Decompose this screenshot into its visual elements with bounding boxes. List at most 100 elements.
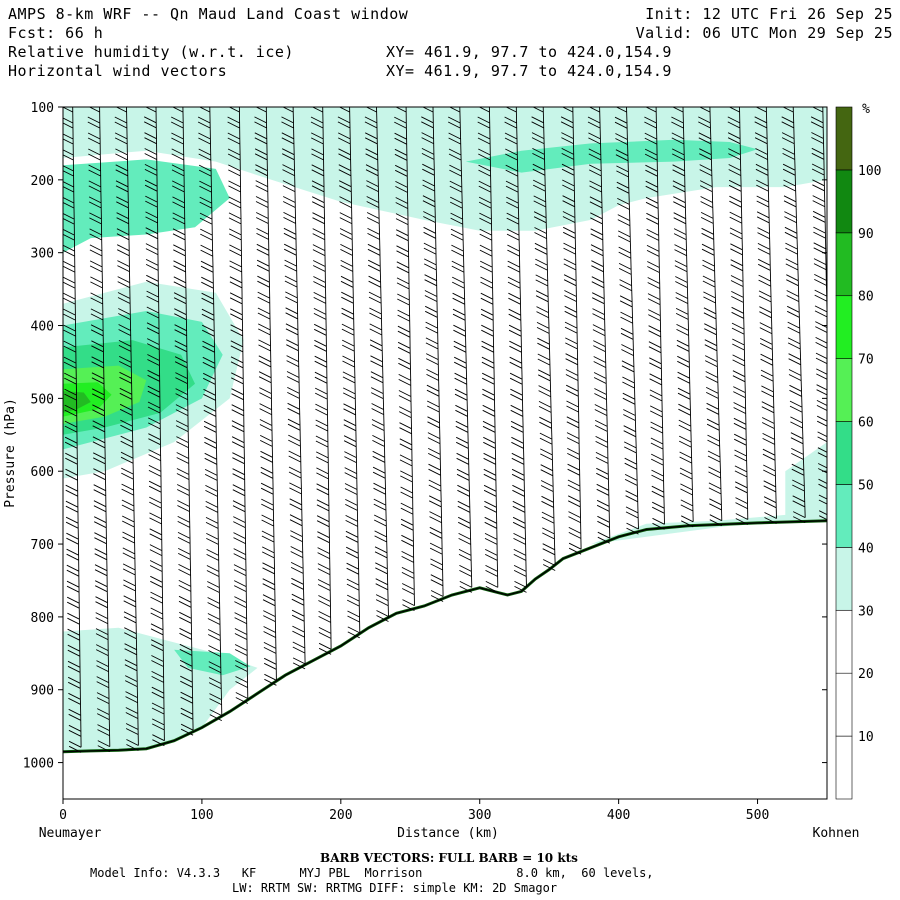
colorbar-level-label: 70: [858, 353, 874, 368]
y-tick-label: 500: [31, 392, 54, 407]
barb-shafts: [560, 107, 582, 555]
x-tick-label: 0: [59, 808, 67, 823]
colorbar-bin: [835, 484, 853, 548]
xy-range-rh: XY= 461.9, 97.7 to 424.0,154.9: [386, 43, 672, 61]
forecast-hour: Fcst: 66 h: [8, 24, 103, 42]
colorbar-bin: [835, 421, 853, 485]
x-tick-label: 300: [468, 808, 491, 823]
barb-shafts: [477, 107, 499, 593]
rh-shading: [63, 107, 827, 752]
x-tick-label: 500: [746, 808, 769, 823]
barb-shafts: [447, 107, 473, 593]
colorbar-level-label: 10: [858, 730, 874, 745]
plot-frame: [62, 106, 828, 800]
barb-shafts: [614, 107, 639, 535]
barb-column-10: [63, 107, 82, 753]
rh-region-40: [174, 649, 251, 676]
barb-column-250: [394, 107, 415, 612]
colorbar-bin: [835, 232, 853, 297]
colorbar-level-label: 90: [858, 227, 874, 242]
x-tick-label: 400: [607, 808, 630, 823]
barb-shafts: [531, 107, 556, 571]
model-info: Model Info: V4.3.3 KF MYJ PBL Morrison 8…: [90, 866, 654, 880]
barb-shafts: [698, 107, 723, 527]
barb-shafts: [587, 107, 611, 544]
barb-shafts: [394, 107, 415, 612]
colorbar-bin: [835, 609, 853, 674]
x-tick-label: 200: [329, 808, 352, 823]
barb-shafts: [337, 107, 361, 639]
rh-region-40: [465, 139, 758, 173]
barb-column-390: [587, 107, 611, 544]
field-name-wind: Horizontal wind vectors: [8, 62, 227, 80]
barb-shafts: [310, 107, 332, 655]
y-axis: 100 200 300 400 500 600 700 800 900 1000: [23, 101, 827, 772]
colorbar-level-label: 60: [858, 416, 874, 431]
barb-column-510: [754, 107, 777, 524]
colorbar-level-label: 100: [858, 164, 881, 179]
barb-column-130: [227, 107, 249, 704]
colorbar-bin: [835, 169, 853, 234]
barb-shafts: [227, 107, 249, 704]
barb-shafts: [727, 107, 749, 525]
barb-shafts: [197, 107, 223, 722]
colorbar-level-label: 20: [858, 667, 874, 682]
terrain-surface-line: [63, 520, 827, 753]
barb-column-370: [560, 107, 582, 555]
y-tick-label: 400: [31, 320, 54, 335]
wind-barbs: [63, 107, 827, 753]
physics-info: LW: RRTM SW: RRTMG DIFF: simple KM: 2D S…: [232, 881, 557, 895]
barb-column-350: [531, 107, 556, 571]
barb-shafts: [114, 107, 139, 751]
rh-region-40: [63, 159, 230, 253]
x-tick-label: 100: [190, 808, 213, 823]
barb-shafts: [781, 107, 806, 524]
colorbar-bin: [835, 547, 853, 611]
barb-column-210: [337, 107, 361, 639]
rh-region-30: [63, 107, 827, 231]
y-tick-label: 800: [31, 611, 54, 626]
barb-column-150: [254, 107, 277, 686]
colorbar-bin: [835, 295, 853, 359]
barb-column-230: [364, 107, 389, 622]
field-name-rh: Relative humidity (w.r.t. ice): [8, 43, 294, 61]
y-tick-label: 700: [31, 538, 54, 553]
barb-column-490: [727, 107, 749, 525]
barb-shafts: [671, 107, 694, 528]
colorbar-level-label: 80: [858, 290, 874, 305]
plot-area: [63, 107, 827, 799]
colorbar-level-label: 50: [858, 478, 874, 493]
colorbar-bin: [835, 106, 853, 171]
model-title: AMPS 8-km WRF -- Qn Maud Land Coast wind…: [8, 5, 409, 23]
barb-shafts: [143, 107, 165, 747]
y-tick-label: 900: [31, 684, 54, 699]
init-time: Init: 12 UTC Fri 26 Sep 25: [645, 5, 893, 23]
colorbar-level-label: 40: [858, 541, 874, 556]
barb-shafts: [421, 107, 444, 602]
barb-column-430: [644, 107, 665, 530]
colorbar-bin: [835, 358, 853, 422]
barb-shafts: [281, 107, 306, 670]
colorbar-level-label: 30: [858, 604, 874, 619]
y-tick-label: 100: [31, 101, 54, 116]
colorbar-bin: [835, 672, 853, 737]
colorbar-unit: %: [862, 102, 870, 117]
barb-column-450: [671, 107, 694, 528]
y-tick-label: 300: [31, 247, 54, 262]
barb-column-90: [170, 107, 194, 736]
barb-note: BARB VECTORS: FULL BARB = 10 kts: [320, 851, 578, 865]
barb-column-190: [310, 107, 332, 655]
barb-column-70: [143, 107, 165, 747]
barb-column-290: [447, 107, 473, 593]
barb-column-170: [281, 107, 306, 670]
barb-shafts: [504, 107, 527, 593]
barb-column-110: [197, 107, 223, 722]
y-tick-label: 200: [31, 174, 54, 189]
x-axis: 0 100 200 300 400 500: [59, 799, 769, 823]
valid-time: Valid: 06 UTC Mon 29 Sep 25: [636, 24, 893, 42]
barb-column-470: [698, 107, 723, 527]
barb-column-330: [504, 107, 527, 593]
barb-column-50: [114, 107, 139, 751]
barb-shafts: [754, 107, 777, 524]
